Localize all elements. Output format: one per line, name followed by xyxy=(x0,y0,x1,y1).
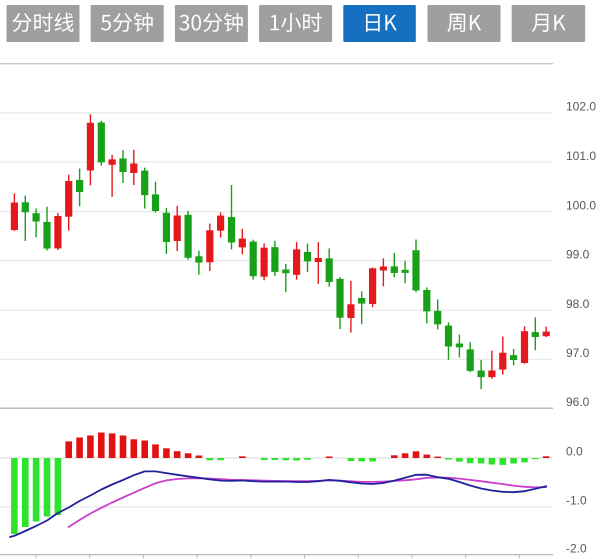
svg-text:-1.0: -1.0 xyxy=(566,494,587,508)
svg-text:99.0: 99.0 xyxy=(566,248,590,262)
svg-text:101.0: 101.0 xyxy=(566,149,596,163)
svg-text:96.0: 96.0 xyxy=(566,395,590,409)
svg-text:98.0: 98.0 xyxy=(566,297,590,311)
svg-text:100.0: 100.0 xyxy=(566,198,596,212)
svg-text:-2.0: -2.0 xyxy=(566,541,587,555)
svg-text:0.0: 0.0 xyxy=(566,445,583,459)
svg-text:102.0: 102.0 xyxy=(566,100,596,114)
svg-text:97.0: 97.0 xyxy=(566,346,590,360)
